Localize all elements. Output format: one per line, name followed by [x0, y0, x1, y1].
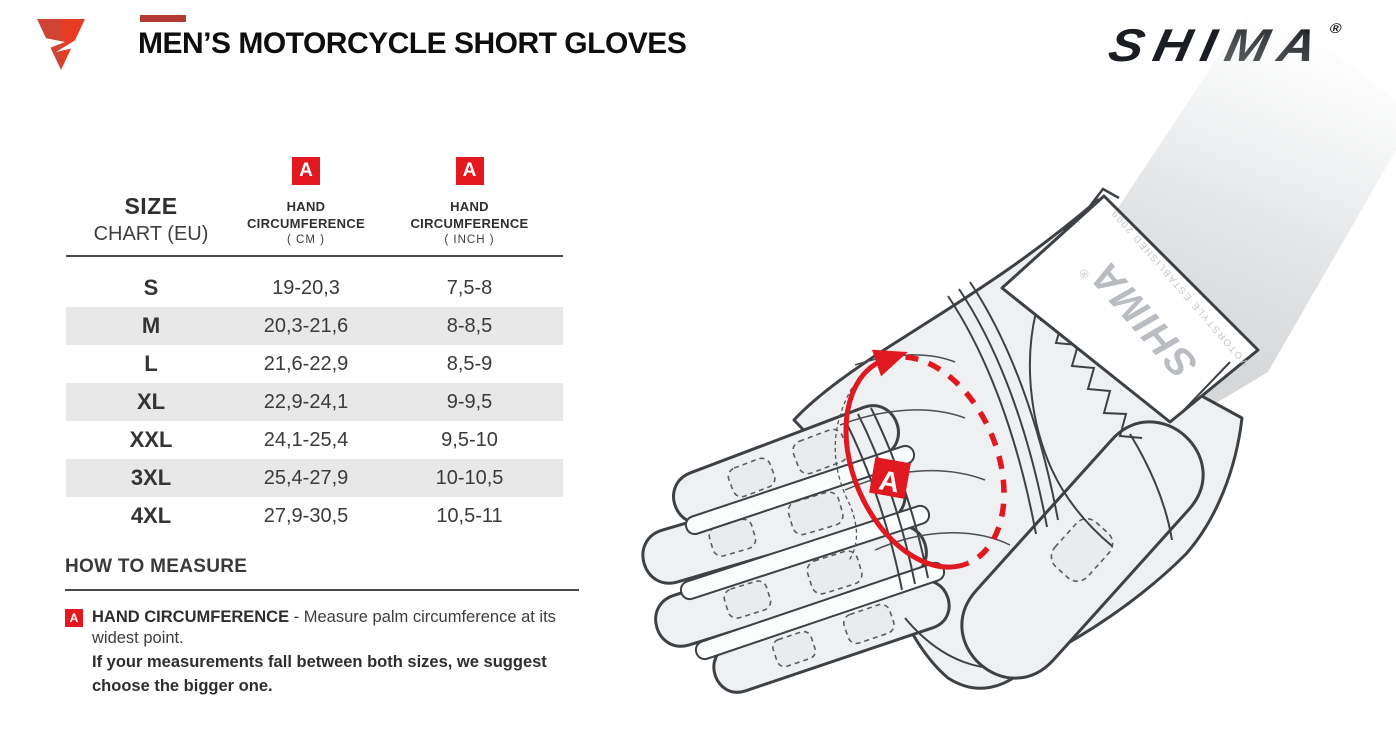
measurement-ellipse-dashed — [880, 354, 1007, 566]
flex-ridge-line — [844, 419, 903, 591]
measurement-ellipse-solid — [843, 358, 969, 570]
table-row: 4XL 27,9-30,5 10,5-11 — [130, 503, 503, 528]
table-row: 3XL 25,4-27,9 10-10,5 — [66, 459, 563, 497]
page-title: MEN’S MOTORCYCLE SHORT GLOVES — [138, 27, 687, 60]
tendon-line — [839, 409, 966, 426]
how-to-measure-heading: HOW TO MEASURE — [65, 556, 579, 591]
cuff-hem-line — [1183, 361, 1231, 411]
glove-illustration: SHIMA ® MOTORSTYLE ESTABLISHED 2009 A — [641, 0, 1396, 694]
measure-a-badge: A — [292, 157, 320, 185]
glove-a-badge — [869, 457, 911, 499]
tendon-line — [874, 532, 1011, 551]
wrist-strap-line — [969, 281, 1059, 521]
knuckle-pad — [772, 630, 817, 668]
wrist-panel-line — [1028, 311, 1113, 547]
cuff-notch — [1089, 187, 1120, 207]
measure-a-badge: A — [65, 609, 83, 627]
how-to-measure-section: HOW TO MEASURE A HAND CIRCUMFERENCE - Me… — [65, 556, 579, 697]
measurement-arrow-icon — [871, 349, 908, 377]
glove-cuff — [1000, 194, 1260, 424]
table-row: S 19-20,3 7,5-8 — [143, 275, 493, 300]
inch-column-header: A HAND CIRCUMFERENCE ( INCH ) — [376, 157, 563, 246]
table-row: L 21,6-22,9 8,5-9 — [144, 351, 493, 376]
table-row: XL 22,9-24,1 9-9,5 — [66, 383, 563, 421]
finger-separator — [684, 444, 916, 536]
glove-pinky-finger — [712, 579, 951, 694]
elastic-zigzag — [1039, 319, 1143, 439]
thumb-pad — [1050, 517, 1114, 583]
cm-column-header: A HAND CIRCUMFERENCE ( CM ) — [236, 157, 376, 246]
knuckle-pad — [723, 580, 772, 619]
size-chart-body: S 19-20,3 7,5-8 M 20,3-21,6 8-8,5 L 21,6… — [66, 269, 563, 535]
shima-logo-icon — [35, 19, 87, 70]
finger-separator — [679, 504, 931, 601]
knuckle-pad — [842, 603, 895, 645]
measure-a-badge: A — [455, 157, 484, 185]
wrist-strap-line — [947, 295, 1037, 535]
palm-pad-dashed-line — [834, 387, 858, 563]
size-column-header: SIZE CHART (EU) — [93, 193, 209, 245]
wrist-strap-line — [958, 288, 1048, 528]
measure-instruction: A HAND CIRCUMFERENCE - Measure palm circ… — [65, 607, 579, 649]
knuckle-pad — [806, 550, 863, 595]
table-row: M 20,3-21,6 8-8,5 — [66, 307, 563, 345]
table-row: XXL 24,1-25,4 9,5-10 — [129, 427, 498, 452]
wrist-panel-line — [1129, 433, 1173, 541]
tendon-line — [844, 469, 986, 491]
knuckle-pad — [727, 457, 776, 498]
size-chart-table: SIZE CHART (EU) A HAND CIRCUMFERENCE ( C… — [66, 150, 563, 535]
measure-note-line2: choose the bigger one. — [92, 677, 273, 695]
measure-note-line1: If your measurements fall between both s… — [92, 653, 547, 671]
table-divider — [66, 255, 563, 257]
title-accent-bar — [140, 15, 186, 22]
size-chart-header: SIZE CHART (EU) A HAND CIRCUMFERENCE ( C… — [66, 150, 563, 246]
knuckle-pad — [787, 491, 844, 536]
